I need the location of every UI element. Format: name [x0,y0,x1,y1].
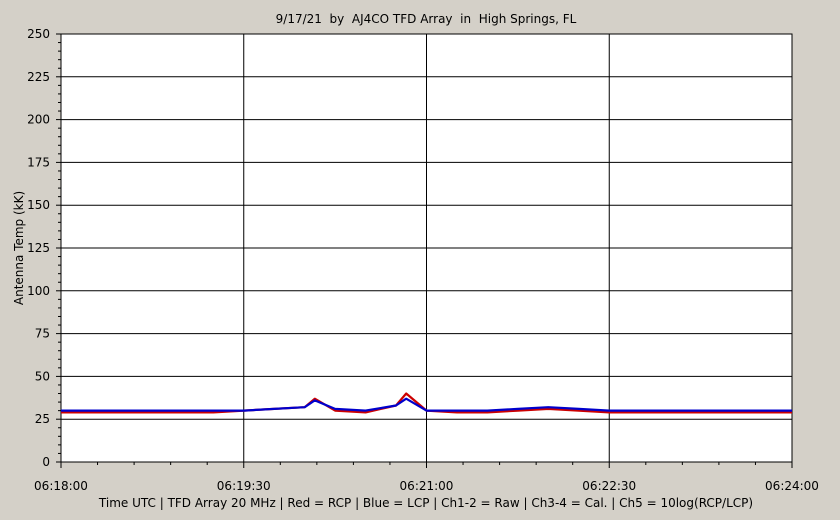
grid [56,33,793,468]
y-tick-label: 200 [27,113,50,127]
y-axis-label: Antenna Temp (kK) [12,191,26,305]
y-tick-label: 50 [35,369,50,383]
x-tick-label: 06:24:00 [765,479,819,493]
series-rcp-line [61,392,792,414]
x-tick-label: 06:22:30 [582,479,636,493]
y-tick-label: 150 [27,198,50,212]
x-axis-label: Time UTC | TFD Array 20 MHz | Red = RCP … [98,496,753,510]
x-tick-labels: 06:18:00 06:19:30 06:21:00 06:22:30 06:24:00 [34,479,819,493]
x-tick-label: 06:18:00 [34,479,88,493]
x-tick-label: 06:21:00 [400,479,454,493]
y-tick-label: 75 [35,327,50,341]
series-lcp-line [61,397,792,412]
series-layer [61,392,792,414]
x-tick-label: 06:19:30 [217,479,271,493]
y-tick-label: 125 [27,241,50,255]
y-tick-label: 175 [27,155,50,169]
chart-title: 9/17/21 by AJ4CO TFD Array in High Sprin… [276,12,577,26]
y-tick-label: 0 [42,455,50,469]
y-tick-label: 250 [27,27,50,41]
y-tick-labels: 0 25 50 75 100 125 150 175 200 225 250 [27,27,50,469]
y-tick-label: 25 [35,412,50,426]
y-tick-label: 225 [27,70,50,84]
y-tick-label: 100 [27,284,50,298]
